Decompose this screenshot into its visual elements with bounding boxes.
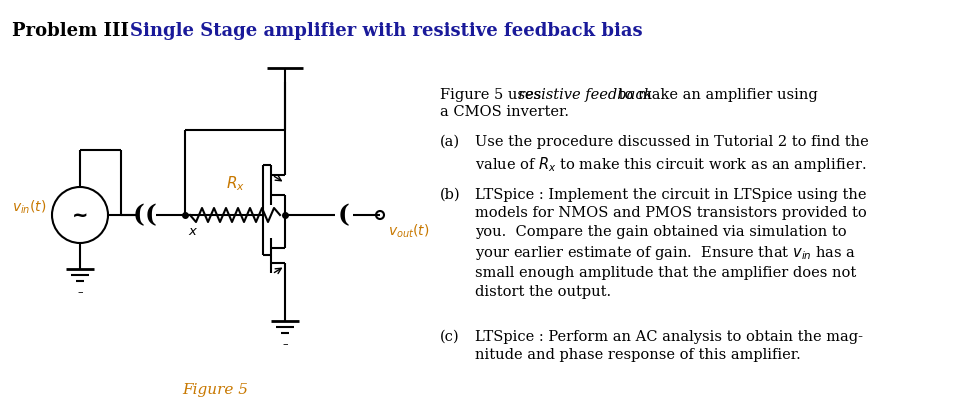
Text: a CMOS inverter.: a CMOS inverter. (440, 105, 569, 119)
Text: to make an amplifier using: to make an amplifier using (614, 88, 817, 102)
Text: ~: ~ (72, 206, 88, 224)
Text: (: ( (133, 203, 145, 227)
Text: :: : (115, 22, 134, 40)
Text: $R_x$: $R_x$ (226, 174, 244, 193)
Text: $v_{out}(t)$: $v_{out}(t)$ (388, 223, 430, 240)
Text: LTSpice : Perform an AC analysis to obtain the mag-
nitude and phase response of: LTSpice : Perform an AC analysis to obta… (475, 330, 863, 362)
Text: $x$: $x$ (188, 225, 198, 238)
Text: Single Stage amplifier with resistive feedback bias: Single Stage amplifier with resistive fe… (130, 22, 642, 40)
Text: Figure 5: Figure 5 (182, 383, 248, 397)
Text: (: ( (145, 203, 157, 227)
Text: (: ( (338, 203, 350, 227)
Text: Use the procedure discussed in Tutorial 2 to find the
value of $R_x$ to make thi: Use the procedure discussed in Tutorial … (475, 135, 869, 173)
Text: (c): (c) (440, 330, 459, 344)
Text: (b): (b) (440, 188, 460, 202)
Text: Figure 5 uses: Figure 5 uses (440, 88, 545, 102)
Text: Problem III: Problem III (12, 22, 129, 40)
Text: –: – (282, 339, 288, 349)
Text: LTSpice : Implement the circuit in LTSpice using the
models for NMOS and PMOS tr: LTSpice : Implement the circuit in LTSpi… (475, 188, 867, 299)
Text: $v_{in}(t)$: $v_{in}(t)$ (12, 198, 47, 216)
Text: resistive feedback: resistive feedback (518, 88, 653, 102)
Text: (a): (a) (440, 135, 460, 149)
Text: –: – (78, 287, 83, 297)
